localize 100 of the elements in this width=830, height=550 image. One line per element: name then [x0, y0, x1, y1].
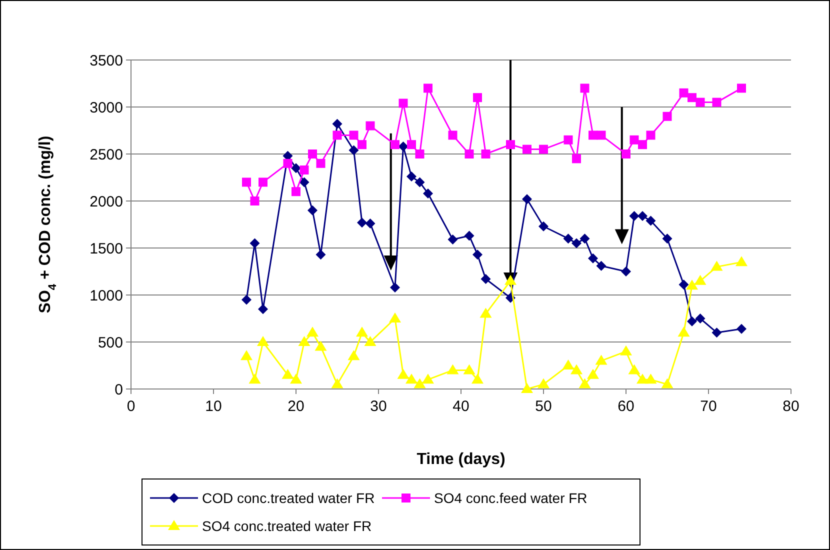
point [644, 374, 657, 384]
x-tick-label: 50 [535, 398, 552, 415]
point [464, 150, 474, 158]
point [357, 218, 367, 228]
point [538, 221, 548, 232]
point [240, 350, 252, 360]
y-tick-label: 2500 [90, 146, 123, 164]
legend-label: SO4 conc.treated water FR [202, 518, 372, 534]
point [712, 328, 722, 338]
point [366, 121, 375, 130]
y-tick-label: 3000 [90, 99, 123, 116]
point [364, 336, 376, 346]
point [406, 374, 418, 384]
point [687, 316, 697, 326]
x-tick-label: 30 [370, 398, 387, 415]
point [686, 280, 698, 290]
point [481, 150, 490, 158]
point [414, 378, 426, 388]
point [622, 150, 630, 158]
point [398, 98, 408, 108]
point [250, 238, 260, 248]
point [258, 178, 268, 187]
point [595, 354, 608, 365]
point [349, 130, 358, 140]
point [596, 130, 606, 140]
point [620, 345, 632, 356]
point [694, 274, 706, 285]
point [506, 140, 515, 150]
point [316, 158, 326, 168]
point [572, 154, 581, 164]
point [242, 294, 252, 305]
point [331, 378, 344, 388]
point [397, 368, 410, 379]
point [638, 140, 647, 150]
point [463, 364, 476, 374]
point [588, 253, 598, 264]
point [562, 360, 574, 370]
point [678, 326, 690, 337]
point [638, 211, 648, 222]
x-tick-label: 80 [782, 398, 800, 415]
point [646, 216, 656, 226]
point [630, 135, 639, 144]
point [621, 266, 631, 276]
point [472, 374, 484, 384]
x-tick-label: 70 [700, 398, 717, 415]
point [448, 130, 458, 140]
point [446, 364, 459, 374]
point [356, 326, 368, 337]
point [283, 158, 292, 168]
point [736, 256, 748, 266]
point [389, 312, 401, 322]
point [539, 144, 548, 154]
point [473, 93, 482, 102]
point [257, 336, 269, 346]
point [710, 260, 723, 271]
point [407, 140, 416, 150]
point [290, 374, 302, 384]
point [415, 150, 424, 158]
point [629, 211, 640, 222]
x-tick-label: 60 [618, 398, 634, 415]
point [291, 163, 301, 174]
point [521, 383, 533, 393]
point [522, 144, 532, 154]
point [306, 326, 318, 337]
point [712, 98, 722, 107]
point [662, 234, 672, 244]
point [580, 84, 590, 93]
point [662, 112, 672, 121]
point [538, 378, 550, 388]
point [365, 218, 376, 229]
x-tick-label: 0 [126, 398, 136, 415]
point [522, 194, 532, 204]
point [424, 84, 432, 93]
point [448, 234, 458, 245]
y-tick-label: 2000 [90, 193, 123, 210]
point [564, 135, 573, 144]
point [298, 336, 310, 346]
point [472, 250, 482, 260]
x-tick-label: 20 [288, 398, 304, 415]
point [348, 145, 359, 156]
point [250, 196, 260, 206]
point [480, 308, 492, 318]
point [596, 260, 606, 271]
point [406, 172, 416, 182]
point [646, 130, 656, 140]
point [572, 238, 582, 248]
point [314, 340, 327, 351]
point [570, 364, 582, 374]
x-tick-label: 10 [205, 398, 222, 415]
point [679, 88, 688, 98]
point [308, 205, 318, 216]
point [504, 274, 516, 285]
point [248, 374, 261, 384]
point [628, 364, 640, 374]
point [588, 130, 598, 140]
point [348, 350, 360, 360]
y-tick-label: 3500 [90, 52, 123, 70]
point [563, 234, 574, 244]
point [696, 98, 705, 107]
point [480, 274, 491, 284]
